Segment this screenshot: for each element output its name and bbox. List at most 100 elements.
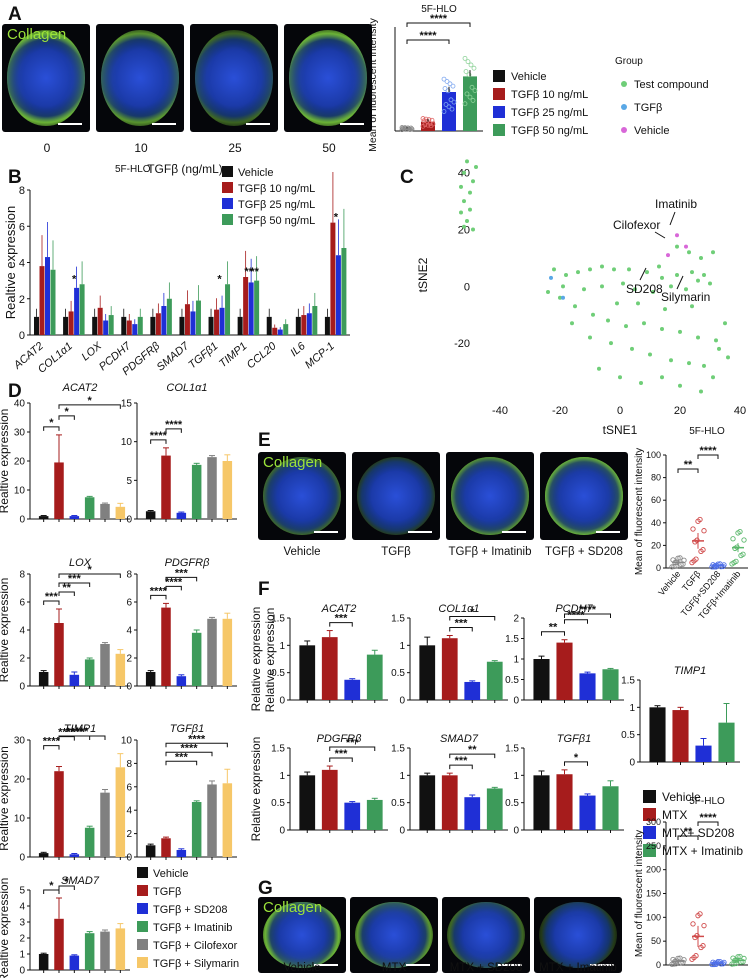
significance-bracket (58, 573, 121, 578)
bar (161, 306, 167, 335)
bar (254, 280, 260, 335)
bar (69, 955, 80, 970)
organoid (7, 30, 85, 126)
legend-swatch (621, 104, 627, 110)
caption-G: Vehicle (283, 962, 321, 974)
panel-letter-A: A (8, 4, 22, 25)
organoid (539, 901, 617, 969)
x-tick-label: 20 (674, 405, 686, 417)
significance-bracket (165, 742, 228, 748)
bar (442, 92, 456, 131)
y-tick-label: 30 (14, 736, 26, 747)
bar (579, 795, 596, 830)
significance-bracket (43, 600, 60, 605)
significance-bracket (58, 582, 91, 587)
data-point (446, 104, 452, 110)
data-point (449, 106, 455, 112)
data-point (427, 121, 433, 126)
significance-label: *** (68, 573, 82, 585)
bar (248, 282, 254, 335)
x-tick-label: 0 (617, 405, 623, 417)
bar (100, 644, 110, 686)
y-axis-label: Mean of fluorescent intensity (634, 830, 645, 957)
caption-G: MTX + Imatinib (539, 962, 617, 974)
tsne-point (459, 184, 463, 189)
bar (54, 771, 64, 857)
significance-bracket (150, 594, 167, 600)
y-axis-label: Relative expression (263, 608, 277, 713)
bar (222, 783, 233, 857)
bar (150, 316, 156, 335)
y-tick-label: 10 (14, 814, 26, 825)
data-point (737, 528, 743, 535)
annotation-label: Silymarin (661, 290, 710, 304)
chart-title: LOX (69, 557, 92, 569)
significance-label: * (49, 880, 54, 892)
y-tick-label: 0 (513, 826, 519, 837)
tsne-point (636, 301, 640, 306)
legend-label: MTX + Imatinib (662, 844, 743, 858)
bar (207, 618, 217, 686)
bar (84, 933, 95, 970)
x-axis-label: tSNE1 (603, 423, 638, 437)
legend-label: TGFβ 50 ng/mL (238, 215, 315, 227)
annotation-arrow (669, 211, 676, 226)
significance-bracket (150, 439, 167, 444)
bar (176, 512, 187, 519)
data-point (470, 98, 476, 103)
significance-label: **** (567, 610, 585, 622)
bar (190, 311, 196, 335)
bar (441, 775, 458, 830)
y-tick-label: 0 (19, 330, 25, 342)
y-tick-label: 5 (126, 476, 132, 487)
y-tick-label: 0 (629, 758, 635, 769)
significance-bracket (165, 428, 182, 433)
chart-title: 5F-HLO (421, 4, 457, 15)
significance-bracket (43, 889, 60, 894)
chart-title: ACAT2 (321, 603, 357, 615)
bar (225, 284, 231, 335)
y-tick-label: 0 (399, 826, 405, 837)
y-tick-label: 1.5 (621, 676, 635, 687)
tsne-point (639, 380, 643, 385)
bar (649, 707, 666, 762)
x-tick-label: 40 (734, 405, 746, 417)
significance-bracket (541, 631, 565, 636)
bar (115, 506, 126, 519)
legend-swatch (621, 127, 627, 133)
caption-E: TGFβ + Imatinib (448, 546, 532, 558)
legend-label: TGFβ (153, 886, 181, 898)
y-tick-label: 0 (279, 826, 285, 837)
tsne-point (591, 312, 595, 317)
chart-title: PDGFRβ (317, 733, 363, 745)
chart-title: COL1α1 (166, 382, 207, 394)
y-tick-label: 0 (19, 515, 25, 526)
tsne-point (582, 287, 586, 292)
data-point (441, 76, 447, 82)
bar (486, 788, 503, 830)
bar (299, 775, 316, 830)
y-tick-label: 2 (19, 654, 25, 665)
y-tick-label: 10 (121, 736, 133, 747)
tsne-point (699, 255, 703, 260)
significance-bracket (677, 835, 699, 840)
significance-label: **** (165, 419, 183, 431)
tsne-point (573, 304, 577, 309)
microscopy-A-0: Collagen (2, 24, 90, 132)
significance-label: * (49, 417, 54, 429)
bar (312, 306, 318, 335)
legend-swatch (137, 921, 148, 932)
tsne-point (546, 290, 550, 295)
data-point (733, 558, 739, 565)
data-point (690, 921, 696, 927)
x-tick-label: CCL20 (245, 340, 280, 372)
annotation-arrow (676, 275, 684, 290)
x-tick-label: TIMP1 (217, 340, 250, 370)
bar (366, 654, 383, 700)
bar (272, 327, 278, 335)
tsne-point (717, 346, 721, 351)
bar (45, 257, 50, 335)
significance-label: **** (430, 13, 448, 25)
bar (556, 774, 573, 830)
bar (115, 653, 126, 686)
